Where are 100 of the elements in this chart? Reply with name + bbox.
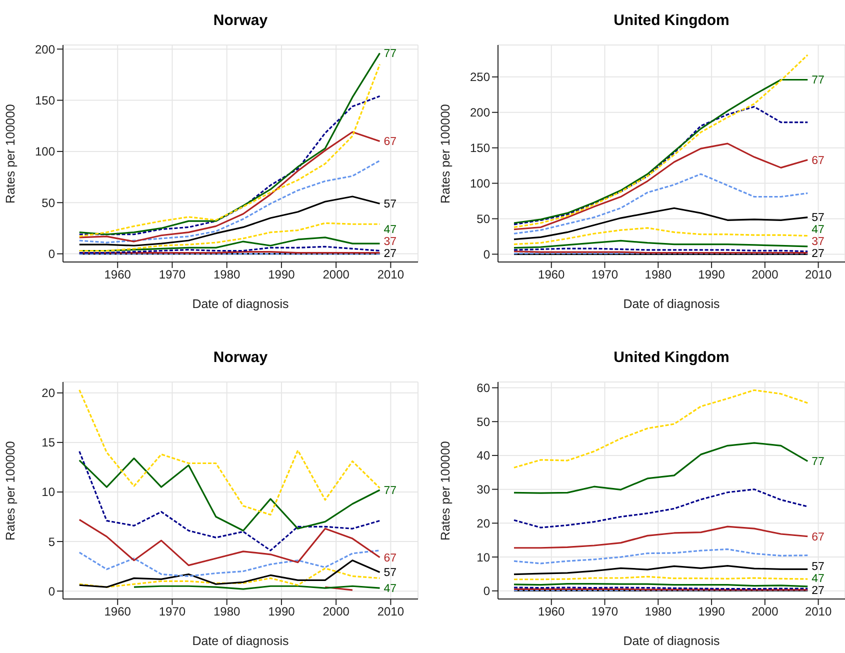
x-tick-label: 1990 bbox=[268, 604, 296, 619]
y-tick-label: 150 bbox=[34, 94, 56, 108]
y-axis-title: Rates per 100000 bbox=[3, 441, 18, 540]
y-tick-label: 200 bbox=[470, 106, 490, 120]
line-series bbox=[78, 246, 381, 254]
chart-title: Norway bbox=[212, 349, 269, 366]
x-tick-label: 1960 bbox=[538, 604, 566, 619]
x-tick-label: 1990 bbox=[268, 268, 296, 282]
x-axis-title: Date of diagnosis bbox=[623, 634, 720, 648]
line-series bbox=[513, 207, 808, 240]
y-tick-label: 150 bbox=[470, 141, 490, 156]
y-tick-label: 200 bbox=[34, 42, 56, 56]
series-label: 27 bbox=[812, 248, 824, 260]
series-label: 67 bbox=[384, 136, 397, 148]
series-label: 67 bbox=[812, 154, 824, 167]
line-series bbox=[78, 196, 381, 246]
series-label: 67 bbox=[384, 552, 397, 564]
y-tick-label: 100 bbox=[34, 144, 56, 159]
series-label: 37 bbox=[812, 236, 824, 248]
line-series bbox=[78, 518, 381, 566]
y-tick-label: 0 bbox=[48, 247, 56, 262]
line-series bbox=[513, 106, 808, 226]
series-label: 57 bbox=[384, 198, 397, 211]
x-axis-title: Date of diagnosis bbox=[623, 297, 720, 311]
x-tick-label: 1980 bbox=[644, 604, 672, 619]
y-tick-label: 0 bbox=[48, 584, 56, 598]
line-series bbox=[78, 95, 381, 236]
x-tick-label: 2000 bbox=[322, 268, 350, 282]
line-series bbox=[78, 160, 381, 244]
line-series bbox=[513, 526, 808, 549]
x-tick-label: 1970 bbox=[591, 604, 618, 619]
series-label: 57 bbox=[812, 561, 824, 573]
chart-title: United Kingdom bbox=[612, 12, 730, 29]
series-label: 67 bbox=[812, 531, 824, 544]
y-axis-title: Rates per 100000 bbox=[438, 104, 452, 204]
line-series bbox=[78, 131, 381, 242]
y-tick-label: 60 bbox=[476, 381, 490, 396]
series-label: 57 bbox=[384, 567, 397, 580]
x-tick-label: 1970 bbox=[591, 268, 618, 282]
x-tick-label: 1960 bbox=[538, 268, 566, 282]
y-tick-label: 20 bbox=[42, 386, 56, 400]
chart-title: United Kingdom bbox=[612, 349, 730, 366]
x-tick-label: 2010 bbox=[804, 604, 832, 619]
line-series bbox=[78, 567, 381, 588]
x-tick-label: 1960 bbox=[104, 604, 132, 619]
y-tick-label: 10 bbox=[476, 550, 490, 564]
y-tick-label: 50 bbox=[42, 196, 56, 210]
line-series bbox=[513, 389, 808, 468]
y-tick-label: 0 bbox=[483, 584, 490, 598]
y-tick-label: 20 bbox=[476, 516, 490, 530]
line-series bbox=[513, 78, 808, 224]
x-tick-label: 1990 bbox=[698, 604, 726, 619]
y-axis-title: Rates per 100000 bbox=[3, 104, 18, 204]
series-label: 47 bbox=[384, 583, 397, 596]
series-label: 47 bbox=[812, 224, 824, 236]
y-tick-label: 250 bbox=[470, 70, 490, 84]
x-tick-label: 1980 bbox=[644, 268, 672, 282]
y-axis-title: Rates per 100000 bbox=[438, 441, 452, 540]
line-series bbox=[513, 240, 808, 249]
series-label: 57 bbox=[812, 212, 824, 224]
y-tick-label: 15 bbox=[42, 436, 56, 450]
line-series bbox=[78, 450, 381, 552]
x-tick-label: 2000 bbox=[752, 268, 779, 282]
line-series bbox=[513, 173, 808, 234]
x-tick-label: 1980 bbox=[213, 268, 241, 282]
line-series bbox=[513, 227, 808, 246]
chart-title: Norway bbox=[212, 12, 269, 29]
y-tick-label: 30 bbox=[476, 482, 490, 497]
x-tick-label: 1990 bbox=[698, 268, 726, 282]
x-tick-label: 1970 bbox=[158, 268, 186, 282]
series-label: 37 bbox=[384, 236, 397, 248]
line-series bbox=[513, 565, 808, 576]
line-series bbox=[513, 442, 808, 494]
x-tick-label: 1970 bbox=[158, 604, 186, 619]
series-label: 77 bbox=[812, 456, 824, 468]
series-label: 27 bbox=[384, 248, 397, 260]
line-series bbox=[513, 488, 808, 528]
y-tick-label: 5 bbox=[48, 534, 56, 549]
series-label: 77 bbox=[384, 485, 397, 498]
line-series bbox=[513, 548, 808, 564]
line-series bbox=[513, 142, 808, 230]
y-tick-label: 50 bbox=[476, 414, 490, 429]
x-axis-title: Date of diagnosis bbox=[192, 634, 289, 648]
line-series bbox=[513, 54, 808, 228]
series-label: 77 bbox=[812, 74, 824, 87]
series-label: 27 bbox=[812, 585, 824, 597]
line-series bbox=[78, 222, 381, 252]
y-tick-label: 0 bbox=[483, 247, 490, 262]
x-tick-label: 2010 bbox=[377, 604, 404, 619]
x-tick-label: 2010 bbox=[804, 268, 832, 282]
series-label: 47 bbox=[384, 224, 397, 236]
y-tick-label: 100 bbox=[470, 176, 490, 191]
x-axis-title: Date of diagnosis bbox=[192, 297, 289, 311]
x-tick-label: 1960 bbox=[104, 268, 132, 282]
line-series bbox=[78, 550, 381, 578]
y-tick-label: 50 bbox=[476, 212, 490, 226]
line-series bbox=[78, 457, 381, 532]
series-label: 47 bbox=[812, 573, 824, 585]
series-label: 77 bbox=[384, 48, 397, 60]
x-tick-label: 1980 bbox=[213, 604, 241, 619]
